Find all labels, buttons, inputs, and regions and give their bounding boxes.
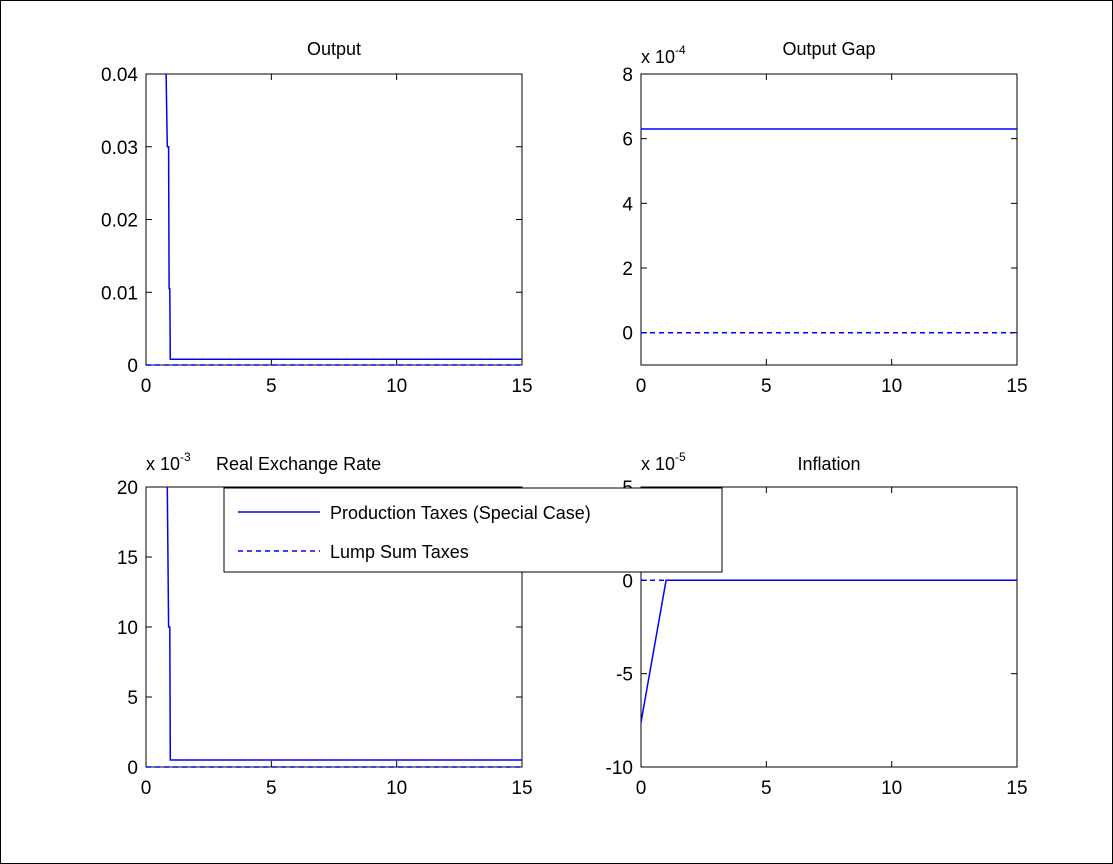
y-tick-label: 0.03 bbox=[101, 138, 138, 159]
real-exchange-rate-exponent: x 10-3 bbox=[146, 450, 191, 474]
x-tick-label: 5 bbox=[266, 778, 277, 799]
x-tick-label: 5 bbox=[266, 376, 277, 397]
x-tick-label: 0 bbox=[636, 778, 647, 799]
output-title: Output bbox=[307, 39, 361, 59]
output-plot-box bbox=[145, 73, 523, 366]
output-axes: Output 0 5 10 15 0 0.01 0.02 0.03 0.04 bbox=[101, 39, 533, 397]
inflation-series bbox=[640, 579, 1017, 723]
y-tick-label: 20 bbox=[117, 478, 138, 499]
output-gap-series bbox=[641, 128, 1017, 334]
output-gap-axes: Output Gap x 10-4 0 5 10 15 0 2 4 6 8 bbox=[622, 39, 1027, 397]
output-ticks: 0 5 10 15 0 0.01 0.02 0.03 0.04 bbox=[101, 65, 533, 397]
series-line-production bbox=[166, 486, 522, 761]
x-tick-label: 15 bbox=[511, 376, 532, 397]
series-line-production bbox=[165, 73, 522, 360]
real-exchange-rate-ticks: 0 5 10 15 0 5 10 15 20 bbox=[117, 478, 533, 799]
x-tick-label: 0 bbox=[141, 376, 152, 397]
y-tick-label: 0 bbox=[127, 758, 138, 779]
real-exchange-rate-series bbox=[146, 486, 522, 768]
y-tick-label: -10 bbox=[606, 758, 633, 779]
y-tick-label: 10 bbox=[117, 618, 138, 639]
x-tick-label: 15 bbox=[1006, 376, 1027, 397]
legend-label-lump-sum: Lump Sum Taxes bbox=[330, 542, 469, 562]
legend: Production Taxes (Special Case) Lump Sum… bbox=[223, 487, 723, 573]
output-series bbox=[146, 73, 522, 366]
x-tick-label: 15 bbox=[1006, 778, 1027, 799]
x-tick-label: 10 bbox=[881, 376, 902, 397]
x-tick-label: 5 bbox=[761, 376, 772, 397]
inflation-title: Inflation bbox=[797, 454, 860, 474]
legend-label-production: Production Taxes (Special Case) bbox=[330, 503, 591, 523]
x-tick-label: 5 bbox=[761, 778, 772, 799]
inflation-exponent: x 10-5 bbox=[641, 450, 686, 474]
series-line-production bbox=[640, 579, 1017, 723]
y-tick-label: 2 bbox=[622, 259, 633, 280]
legend-box bbox=[223, 487, 723, 573]
y-tick-label: 8 bbox=[622, 65, 633, 86]
x-tick-label: 15 bbox=[511, 778, 532, 799]
y-tick-label: 0.04 bbox=[101, 65, 138, 86]
output-gap-plot-box bbox=[640, 73, 1018, 366]
x-tick-label: 0 bbox=[636, 376, 647, 397]
y-tick-label: 5 bbox=[127, 688, 138, 709]
y-tick-label: 0 bbox=[622, 324, 633, 345]
real-exchange-rate-title: Real Exchange Rate bbox=[216, 454, 381, 474]
y-tick-label: 6 bbox=[622, 130, 633, 151]
output-gap-ticks: 0 5 10 15 0 2 4 6 8 bbox=[622, 65, 1027, 397]
y-tick-label: 0 bbox=[127, 356, 138, 377]
y-tick-label: 0.01 bbox=[101, 283, 138, 304]
y-tick-label: 4 bbox=[622, 194, 633, 215]
y-tick-label: 0.02 bbox=[101, 211, 138, 232]
x-tick-label: 0 bbox=[141, 778, 152, 799]
output-gap-exponent: x 10-4 bbox=[641, 43, 686, 67]
x-tick-label: 10 bbox=[386, 778, 407, 799]
output-gap-title: Output Gap bbox=[782, 39, 875, 59]
y-tick-label: -5 bbox=[616, 665, 633, 686]
y-tick-label: 0 bbox=[622, 571, 633, 592]
x-tick-label: 10 bbox=[386, 376, 407, 397]
y-tick-label: 15 bbox=[117, 548, 138, 569]
x-tick-label: 10 bbox=[881, 778, 902, 799]
